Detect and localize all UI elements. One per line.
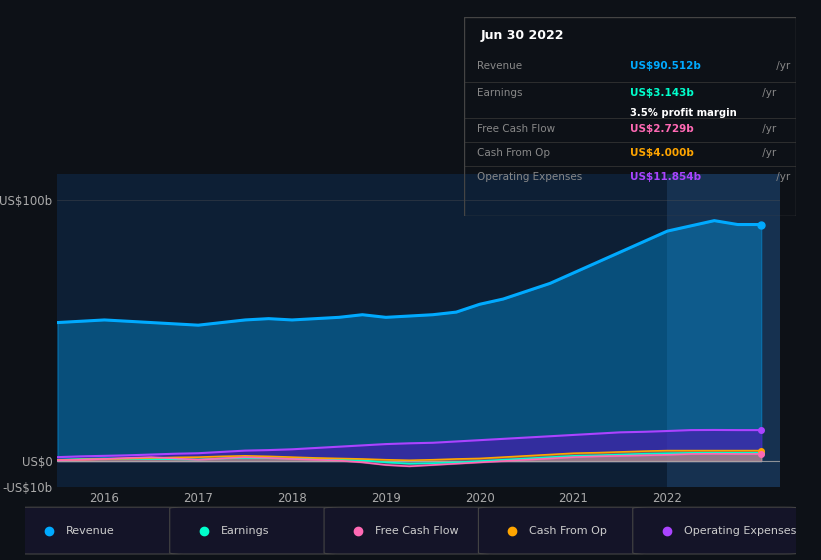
Text: US$3.143b: US$3.143b bbox=[631, 88, 694, 99]
Text: Operating Expenses: Operating Expenses bbox=[477, 172, 582, 182]
FancyBboxPatch shape bbox=[170, 507, 337, 554]
Text: Jun 30 2022: Jun 30 2022 bbox=[480, 29, 564, 42]
Text: Cash From Op: Cash From Op bbox=[530, 526, 608, 535]
Text: US$11.854b: US$11.854b bbox=[631, 172, 701, 182]
FancyBboxPatch shape bbox=[16, 507, 182, 554]
Text: US$2.729b: US$2.729b bbox=[631, 124, 694, 134]
Text: /yr: /yr bbox=[759, 124, 776, 134]
Text: 3.5% profit margin: 3.5% profit margin bbox=[631, 108, 737, 118]
Text: /yr: /yr bbox=[773, 60, 791, 71]
Text: US$90.512b: US$90.512b bbox=[631, 60, 701, 71]
Text: /yr: /yr bbox=[773, 172, 791, 182]
Text: Free Cash Flow: Free Cash Flow bbox=[375, 526, 459, 535]
FancyBboxPatch shape bbox=[479, 507, 645, 554]
Text: /yr: /yr bbox=[759, 148, 776, 158]
Bar bbox=[667, 174, 780, 487]
Text: Earnings: Earnings bbox=[477, 88, 523, 99]
FancyBboxPatch shape bbox=[633, 507, 800, 554]
Text: Revenue: Revenue bbox=[67, 526, 115, 535]
FancyBboxPatch shape bbox=[324, 507, 491, 554]
Text: US$4.000b: US$4.000b bbox=[631, 148, 694, 158]
Text: Revenue: Revenue bbox=[477, 60, 522, 71]
Text: Cash From Op: Cash From Op bbox=[477, 148, 550, 158]
Text: Operating Expenses: Operating Expenses bbox=[684, 526, 796, 535]
Text: /yr: /yr bbox=[759, 88, 776, 99]
Text: Earnings: Earnings bbox=[221, 526, 269, 535]
Text: Free Cash Flow: Free Cash Flow bbox=[477, 124, 555, 134]
